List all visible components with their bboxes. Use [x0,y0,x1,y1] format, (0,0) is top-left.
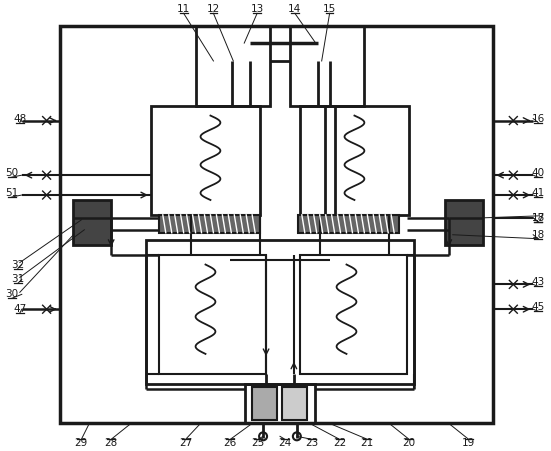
Text: 31: 31 [11,274,24,285]
Text: 11: 11 [177,5,190,14]
Bar [151,106,260,215]
Text: 19: 19 [462,438,476,448]
Text: 15: 15 [323,5,336,14]
Bar [300,255,407,374]
Text: 45: 45 [532,302,545,312]
Bar [73,200,111,245]
Text: 17: 17 [532,213,545,223]
Text: 51: 51 [5,188,19,198]
Text: 47: 47 [13,304,26,314]
Text: 30: 30 [6,290,18,299]
Bar [159,215,260,233]
Text: 20: 20 [402,438,415,448]
Bar [445,200,483,245]
Text: 22: 22 [333,438,346,448]
Bar [196,26,270,106]
Text: 27: 27 [179,438,192,448]
Text: 50: 50 [6,168,18,178]
Text: 23: 23 [305,438,318,448]
Text: 32: 32 [11,259,24,270]
Text: 41: 41 [532,188,545,198]
Bar [290,26,364,106]
Text: 18: 18 [532,213,545,223]
Text: 21: 21 [361,438,374,448]
Bar [298,215,399,233]
Text: 48: 48 [13,114,26,124]
Bar [252,387,277,420]
Bar [282,387,307,420]
Text: 14: 14 [288,5,301,14]
Text: 12: 12 [207,5,220,14]
Bar [146,240,414,384]
Bar [245,384,315,423]
Text: 18: 18 [532,230,545,240]
Text: 43: 43 [532,277,545,287]
Text: 26: 26 [224,438,237,448]
Text: 40: 40 [532,168,545,178]
Text: 28: 28 [105,438,118,448]
Text: 13: 13 [251,5,264,14]
Text: 16: 16 [532,114,545,124]
Bar [300,106,409,215]
Text: 24: 24 [278,438,291,448]
Bar [60,26,494,423]
Text: 25: 25 [251,438,264,448]
Bar [159,255,266,374]
Text: 29: 29 [75,438,88,448]
